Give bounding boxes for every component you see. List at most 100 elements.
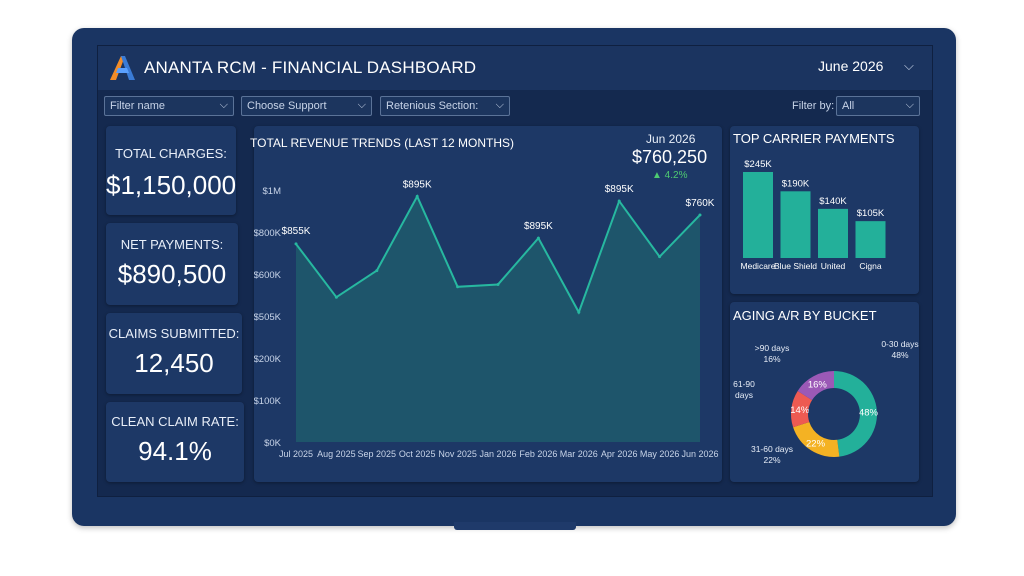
- carrier-category-label: Blue Shield: [774, 261, 817, 271]
- x-tick-label: Aug 2025: [317, 449, 356, 459]
- revenue-data-label: $895K: [403, 179, 432, 190]
- filter-by-select[interactable]: All ⌵: [836, 96, 920, 116]
- kpi-label: CLEAN CLAIM RATE:: [111, 414, 239, 429]
- chevron-down-icon[interactable]: ⌵: [904, 58, 914, 73]
- carrier-payments-card: TOP CARRIER PAYMENTS $245K Medicare $190K B…: [730, 126, 919, 294]
- aging-legend-label: days: [735, 390, 753, 400]
- revenue-period: Jun 2026: [646, 132, 696, 146]
- x-tick-label: Sep 2025: [358, 449, 397, 459]
- x-tick-label: Mar 2026: [560, 449, 598, 459]
- aging-ar-title: AGING A/R BY BUCKET: [733, 308, 877, 323]
- filter-bar: Filter name ⌵ Choose Support ⌵ Retenious…: [98, 90, 932, 124]
- revenue-data-label: $895K: [605, 184, 634, 195]
- kpi-label: TOTAL CHARGES:: [115, 146, 227, 161]
- revenue-point: [415, 194, 419, 198]
- revenue-change-badge: ▲ 4.2%: [652, 170, 688, 181]
- kpi-card-total-charges: TOTAL CHARGES: $1,150,000: [106, 126, 236, 215]
- revenue-data-label: $895K: [524, 221, 553, 232]
- x-tick-label: Jul 2025: [279, 449, 313, 459]
- carrier-bar-chart: $245K Medicare $190K Blue Shield $140K United…: [741, 159, 886, 271]
- aging-slice: [793, 422, 840, 457]
- month-selector-value[interactable]: June 2026: [818, 58, 884, 74]
- revenue-trend-card: TOTAL REVENUE TRENDS (LAST 12 MONTHS) Ju…: [250, 126, 722, 482]
- aging-slice-label: 22%: [806, 439, 826, 450]
- y-tick-label: $100K: [254, 396, 282, 407]
- revenue-point: [536, 236, 540, 240]
- revenue-point: [375, 269, 379, 273]
- dashboard-title: ANANTA RCM - FINANCIAL DASHBOARD: [144, 58, 477, 77]
- aging-slice-label: 48%: [859, 407, 879, 418]
- monitor-stand: [454, 522, 576, 530]
- aging-legend-label: 31-60 days: [751, 444, 793, 454]
- carrier-bar: [855, 221, 886, 258]
- y-tick-label: $1M: [263, 186, 282, 197]
- x-tick-label: Nov 2025: [438, 449, 477, 459]
- revenue-area-fill: [296, 196, 700, 442]
- revenue-point: [617, 199, 621, 203]
- revenue-point: [698, 213, 702, 217]
- filter-by-value: All: [842, 100, 855, 112]
- kpi-value: $1,150,000: [106, 170, 237, 200]
- revenue-point: [456, 285, 460, 289]
- kpi-label: CLAIMS SUBMITTED:: [108, 326, 240, 341]
- carrier-category-label: Cigna: [859, 261, 881, 271]
- retention-section-label: Retenious Section:: [386, 100, 479, 112]
- y-tick-label: $600K: [254, 270, 282, 281]
- carrier-bar: [780, 191, 811, 258]
- carrier-value-label: $140K: [819, 196, 847, 207]
- revenue-point: [577, 310, 581, 314]
- y-tick-label: $505K: [254, 312, 282, 323]
- chevron-down-icon: ⌵: [905, 99, 914, 111]
- aging-legend-label: 16%: [763, 354, 780, 364]
- carrier-bar: [818, 208, 848, 258]
- header-bar: ANANTA RCM - FINANCIAL DASHBOARD June 20…: [98, 46, 932, 90]
- aging-legend-label: 22%: [763, 455, 780, 465]
- revenue-point: [334, 295, 338, 299]
- retention-section-select[interactable]: Retenious Section: ⌵: [380, 96, 510, 116]
- aging-legend-label: >90 days: [755, 343, 790, 353]
- chevron-down-icon: ⌵: [219, 99, 228, 111]
- aging-slice: [797, 371, 834, 401]
- kpi-value: 12,450: [134, 348, 214, 378]
- x-tick-label: Jan 2026: [479, 449, 516, 459]
- x-tick-label: Apr 2026: [601, 449, 638, 459]
- revenue-data-label: $760K: [686, 198, 715, 209]
- y-tick-label: $800K: [254, 228, 282, 239]
- aging-donut-hole: [808, 388, 860, 440]
- choose-support-label: Choose Support: [247, 100, 327, 112]
- chevron-down-icon: ⌵: [495, 99, 504, 111]
- carrier-bar: [743, 172, 773, 258]
- carrier-value-label: $190K: [782, 178, 810, 189]
- revenue-point: [294, 242, 298, 246]
- filter-by-label: Filter by:: [792, 100, 835, 112]
- filter-name-select[interactable]: Filter name ⌵: [104, 96, 234, 116]
- x-tick-label: Oct 2025: [399, 449, 436, 459]
- kpi-value: $890,500: [117, 259, 227, 289]
- carrier-value-label: $245K: [744, 159, 772, 170]
- aging-slice-label: 14%: [790, 405, 810, 416]
- filter-name-label: Filter name: [110, 100, 166, 112]
- aging-legend-label: 61-90: [733, 379, 755, 389]
- carrier-category-label: Medicare: [741, 261, 776, 271]
- kpi-card-net-payments: NET PAYMENTS: $890,500: [106, 223, 238, 305]
- kpi-card-clean-claim-rate: CLEAN CLAIM RATE: 94.1%: [106, 402, 244, 482]
- revenue-current-value: $760,250: [632, 147, 708, 167]
- y-tick-label: $0K: [264, 438, 282, 449]
- kpi-value: 94.1%: [138, 436, 212, 466]
- aging-ar-card: AGING A/R BY BUCKET 48% 0-30 days 48% 22% 31…: [730, 302, 919, 482]
- kpi-label: NET PAYMENTS:: [120, 237, 224, 252]
- choose-support-select[interactable]: Choose Support ⌵: [241, 96, 372, 116]
- aging-slice: [791, 390, 813, 428]
- kpi-card-claims-submitted: CLAIMS SUBMITTED: 12,450: [106, 313, 242, 394]
- revenue-trend-title: TOTAL REVENUE TRENDS (LAST 12 MONTHS): [250, 136, 515, 150]
- x-tick-label: May 2026: [640, 449, 680, 459]
- x-tick-label: Jun 2026: [681, 449, 718, 459]
- carrier-category-label: United: [821, 261, 846, 271]
- dashboard-screen: ANANTA RCM - FINANCIAL DASHBOARD June 20…: [97, 45, 933, 497]
- aging-legend-label: 0-30 days: [881, 339, 918, 349]
- aging-slice-label: 16%: [808, 379, 828, 390]
- revenue-data-label: $855K: [282, 226, 311, 237]
- aging-legend-label: 48%: [891, 350, 908, 360]
- chevron-down-icon: ⌵: [357, 99, 366, 111]
- revenue-area-chart: $0K $100K $200K $505K $600K $800K $1M Jul 2025 A…: [254, 179, 719, 459]
